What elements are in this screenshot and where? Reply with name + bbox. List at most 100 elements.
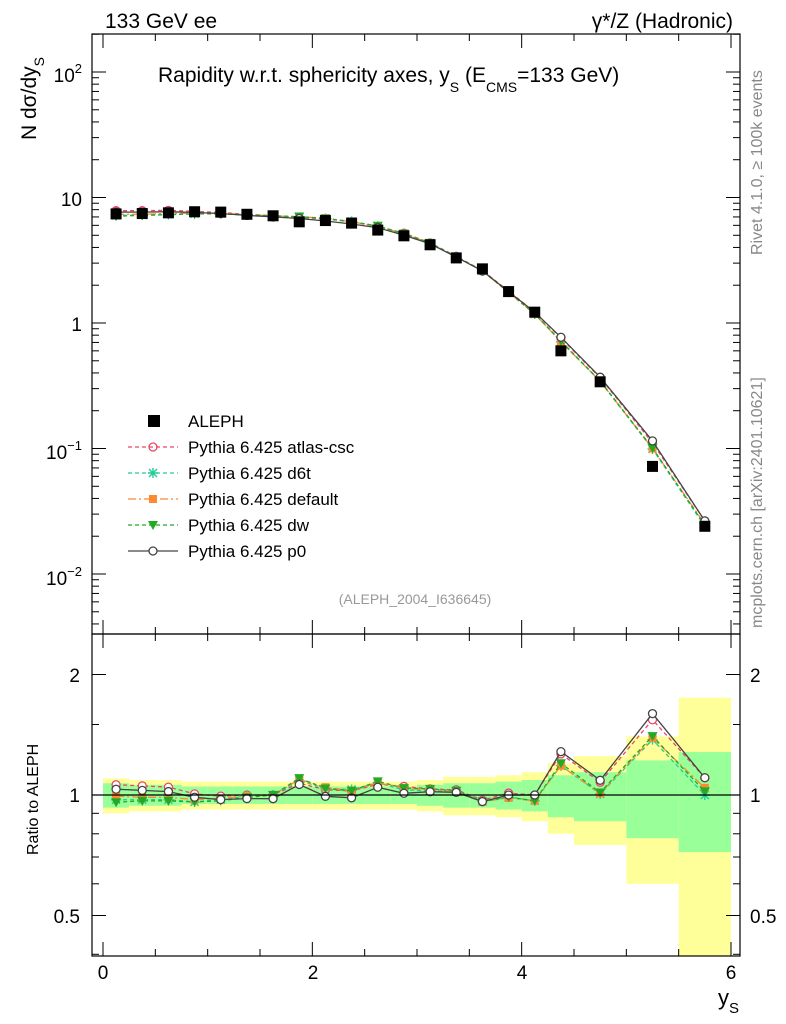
process-label: γ*/Z (Hadronic) bbox=[592, 10, 733, 33]
ratio-point-pythia-6-425-p0 bbox=[268, 794, 278, 804]
axis-ticks bbox=[92, 33, 740, 956]
plot-title: Rapidity w.r.t. sphericity axes, yS (ECM… bbox=[158, 64, 619, 95]
ratio-point-pythia-6-425-dw bbox=[529, 796, 540, 806]
legend-entry-aleph: ALEPH bbox=[148, 412, 244, 431]
ratio-y-tick-2-left: 2 bbox=[69, 666, 80, 687]
legend-marker-p0 bbox=[148, 546, 158, 556]
ratio-point-pythia-6-425-p0 bbox=[556, 746, 566, 757]
data-point-aleph bbox=[647, 460, 658, 472]
ratio-point-pythia-6-425-dw bbox=[163, 796, 174, 806]
ratio-point-pythia-6-425-dw bbox=[111, 798, 122, 808]
data-point-aleph bbox=[398, 230, 410, 242]
ratio-point-pythia-6-425-p0 bbox=[373, 782, 383, 792]
ratio-y-tick-2-right: 2 bbox=[750, 666, 761, 687]
ratio-point-pythia-6-425-p0 bbox=[294, 779, 304, 790]
main-point-pythia-6-425-p0 bbox=[647, 436, 658, 446]
ratio-point-pythia-6-425-p0 bbox=[320, 791, 331, 801]
data-point-aleph bbox=[110, 208, 122, 220]
data-point-aleph bbox=[136, 208, 148, 220]
x-axis-label: yS bbox=[718, 985, 739, 1017]
data-point-aleph bbox=[450, 252, 462, 264]
legend-label-p0: Pythia 6.425 p0 bbox=[188, 542, 306, 561]
ratio-point-pythia-6-425-p0 bbox=[399, 788, 409, 798]
ratio-point-pythia-6-425-default bbox=[112, 792, 121, 801]
legend-entry-d6t: Pythia 6.425 d6t bbox=[128, 464, 311, 483]
ratio-series-group bbox=[111, 708, 710, 808]
ratio-point-pythia-6-425-dw bbox=[137, 796, 148, 806]
legend-marker-dw bbox=[148, 521, 158, 530]
legend-marker-aleph bbox=[148, 415, 160, 427]
legend-entry-atlas-csc: Pythia 6.425 atlas-csc bbox=[128, 438, 355, 457]
legend-label-d6t: Pythia 6.425 d6t bbox=[188, 464, 311, 483]
x-tick-2: 2 bbox=[308, 963, 319, 984]
main-y-tick-labels: 102 10 1 10−1 10−2 bbox=[46, 61, 82, 590]
ratio-point-pythia-6-425-dw bbox=[699, 787, 710, 797]
main-y-tick-10: 10 bbox=[61, 190, 82, 211]
data-point-aleph bbox=[215, 206, 227, 218]
x-tick-labels: 0 2 4 6 bbox=[98, 963, 737, 984]
main-y-tick-1: 1 bbox=[71, 315, 82, 336]
data-point-aleph bbox=[555, 345, 567, 357]
main-point-pythia-6-425-p0 bbox=[556, 332, 566, 342]
ratio-point-pythia-6-425-dw bbox=[555, 759, 566, 769]
main-y-tick-0p1: 10−1 bbox=[46, 438, 82, 464]
legend-marker-atlas-csc bbox=[148, 442, 158, 452]
data-point-aleph bbox=[241, 208, 253, 220]
data-point-aleph bbox=[529, 306, 541, 318]
ratio-point-pythia-6-425-dw bbox=[320, 784, 331, 794]
main-series-group bbox=[110, 205, 711, 532]
ratio-point-pythia-6-425-dw bbox=[346, 786, 357, 796]
legend-entry-dw: Pythia 6.425 dw bbox=[128, 516, 310, 535]
x-tick-6: 6 bbox=[726, 963, 737, 984]
ratio-band-inner-bin bbox=[678, 752, 731, 853]
legend-label-aleph: ALEPH bbox=[188, 412, 244, 431]
ratio-y-tick-0p5-right: 0.5 bbox=[750, 907, 776, 928]
data-point-aleph bbox=[699, 520, 711, 532]
ratio-point-pythia-6-425-p0 bbox=[477, 796, 488, 807]
data-point-aleph bbox=[503, 286, 515, 298]
mcplots-label: mcplots.cern.ch [arXiv:2401.10621] bbox=[749, 377, 766, 628]
ratio-point-pythia-6-425-dw bbox=[372, 777, 383, 787]
legend-label-dw: Pythia 6.425 dw bbox=[188, 516, 310, 535]
ratio-point-pythia-6-425-p0 bbox=[647, 708, 658, 719]
ratio-y-tick-0p5-left: 0.5 bbox=[54, 907, 80, 928]
legend-entry-p0: Pythia 6.425 p0 bbox=[128, 542, 306, 561]
ratio-point-pythia-6-425-p0 bbox=[346, 793, 357, 803]
legend-marker-default bbox=[149, 495, 157, 503]
data-point-aleph bbox=[293, 216, 305, 228]
ratio-curve-pythia-6-425-dw bbox=[116, 735, 706, 803]
data-point-aleph bbox=[372, 224, 384, 236]
analysis-id-watermark: (ALEPH_2004_I636645) bbox=[339, 591, 492, 607]
ratio-point-pythia-6-425-dw bbox=[294, 774, 305, 784]
ratio-point-pythia-6-425-p0 bbox=[425, 787, 435, 797]
data-point-aleph bbox=[424, 239, 436, 251]
x-tick-4: 4 bbox=[517, 963, 528, 984]
data-point-aleph bbox=[476, 263, 488, 275]
data-point-aleph bbox=[189, 206, 201, 218]
legend-label-default: Pythia 6.425 default bbox=[188, 490, 339, 509]
ratio-y-tick-1-left: 1 bbox=[69, 786, 80, 807]
ratio-point-pythia-6-425-p0 bbox=[137, 785, 147, 796]
legend-entry-default: Pythia 6.425 default bbox=[128, 490, 339, 509]
energy-label: 133 GeV ee bbox=[105, 10, 217, 33]
ratio-point-pythia-6-425-p0 bbox=[216, 794, 226, 805]
data-point-aleph bbox=[162, 207, 174, 219]
ratio-point-pythia-6-425-p0 bbox=[595, 775, 605, 785]
ratio-point-pythia-6-425-dw bbox=[647, 732, 658, 742]
legend: ALEPH Pythia 6.425 atlas-csc Pythia 6.42… bbox=[128, 412, 355, 561]
ratio-point-pythia-6-425-dw bbox=[595, 788, 606, 798]
data-point-aleph bbox=[346, 217, 358, 229]
ratio-point-pythia-6-425-p0 bbox=[700, 773, 710, 783]
main-y-axis-label: N dσ/dyS bbox=[18, 57, 47, 140]
ratio-y-tick-1-right: 1 bbox=[750, 786, 761, 807]
data-point-aleph bbox=[594, 376, 606, 388]
ratio-point-pythia-6-425-p0 bbox=[451, 787, 461, 798]
legend-marker-d6t bbox=[148, 468, 158, 478]
ratio-band-inner-bin bbox=[547, 775, 574, 818]
data-point-aleph bbox=[319, 215, 331, 227]
ratio-y-tick-labels: 2 1 0.5 2 1 0.5 bbox=[54, 666, 777, 928]
ratio-point-pythia-6-425-p0 bbox=[163, 786, 174, 797]
main-y-tick-100: 102 bbox=[54, 61, 82, 87]
ratio-uncertainty-bands bbox=[103, 697, 731, 956]
